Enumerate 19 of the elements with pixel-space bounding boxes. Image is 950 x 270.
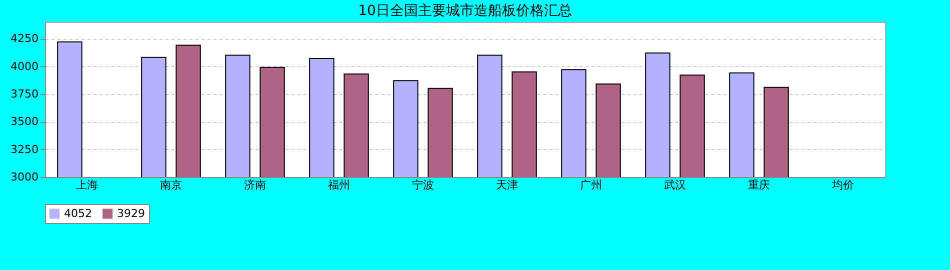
legend-label: 4052 [64, 206, 92, 220]
x-tick-label: 福州 [328, 178, 350, 192]
x-tick-label: 均价 [831, 178, 854, 192]
legend-label: 3929 [117, 206, 145, 220]
x-tick-label: 上海 [76, 178, 98, 192]
y-tick-label: 4000 [10, 60, 38, 73]
chart-title: 10日全国主要城市造船板价格汇总 [358, 3, 572, 19]
x-tick-label: 南京 [160, 178, 182, 192]
x-tick-label: 天津 [496, 178, 518, 192]
x-tick-label: 宁波 [412, 178, 434, 192]
x-tick-label: 重庆 [748, 178, 770, 192]
x-tick-label: 广州 [580, 178, 602, 192]
y-tick-label: 3750 [10, 87, 38, 100]
x-tick-label: 武汉 [664, 178, 686, 192]
y-tick-label: 4250 [10, 32, 38, 46]
y-tick-label: 3250 [10, 142, 38, 156]
x-tick-label: 济南 [244, 178, 266, 192]
y-tick-label: 3000 [10, 170, 38, 184]
y-tick-label: 3500 [10, 115, 38, 128]
